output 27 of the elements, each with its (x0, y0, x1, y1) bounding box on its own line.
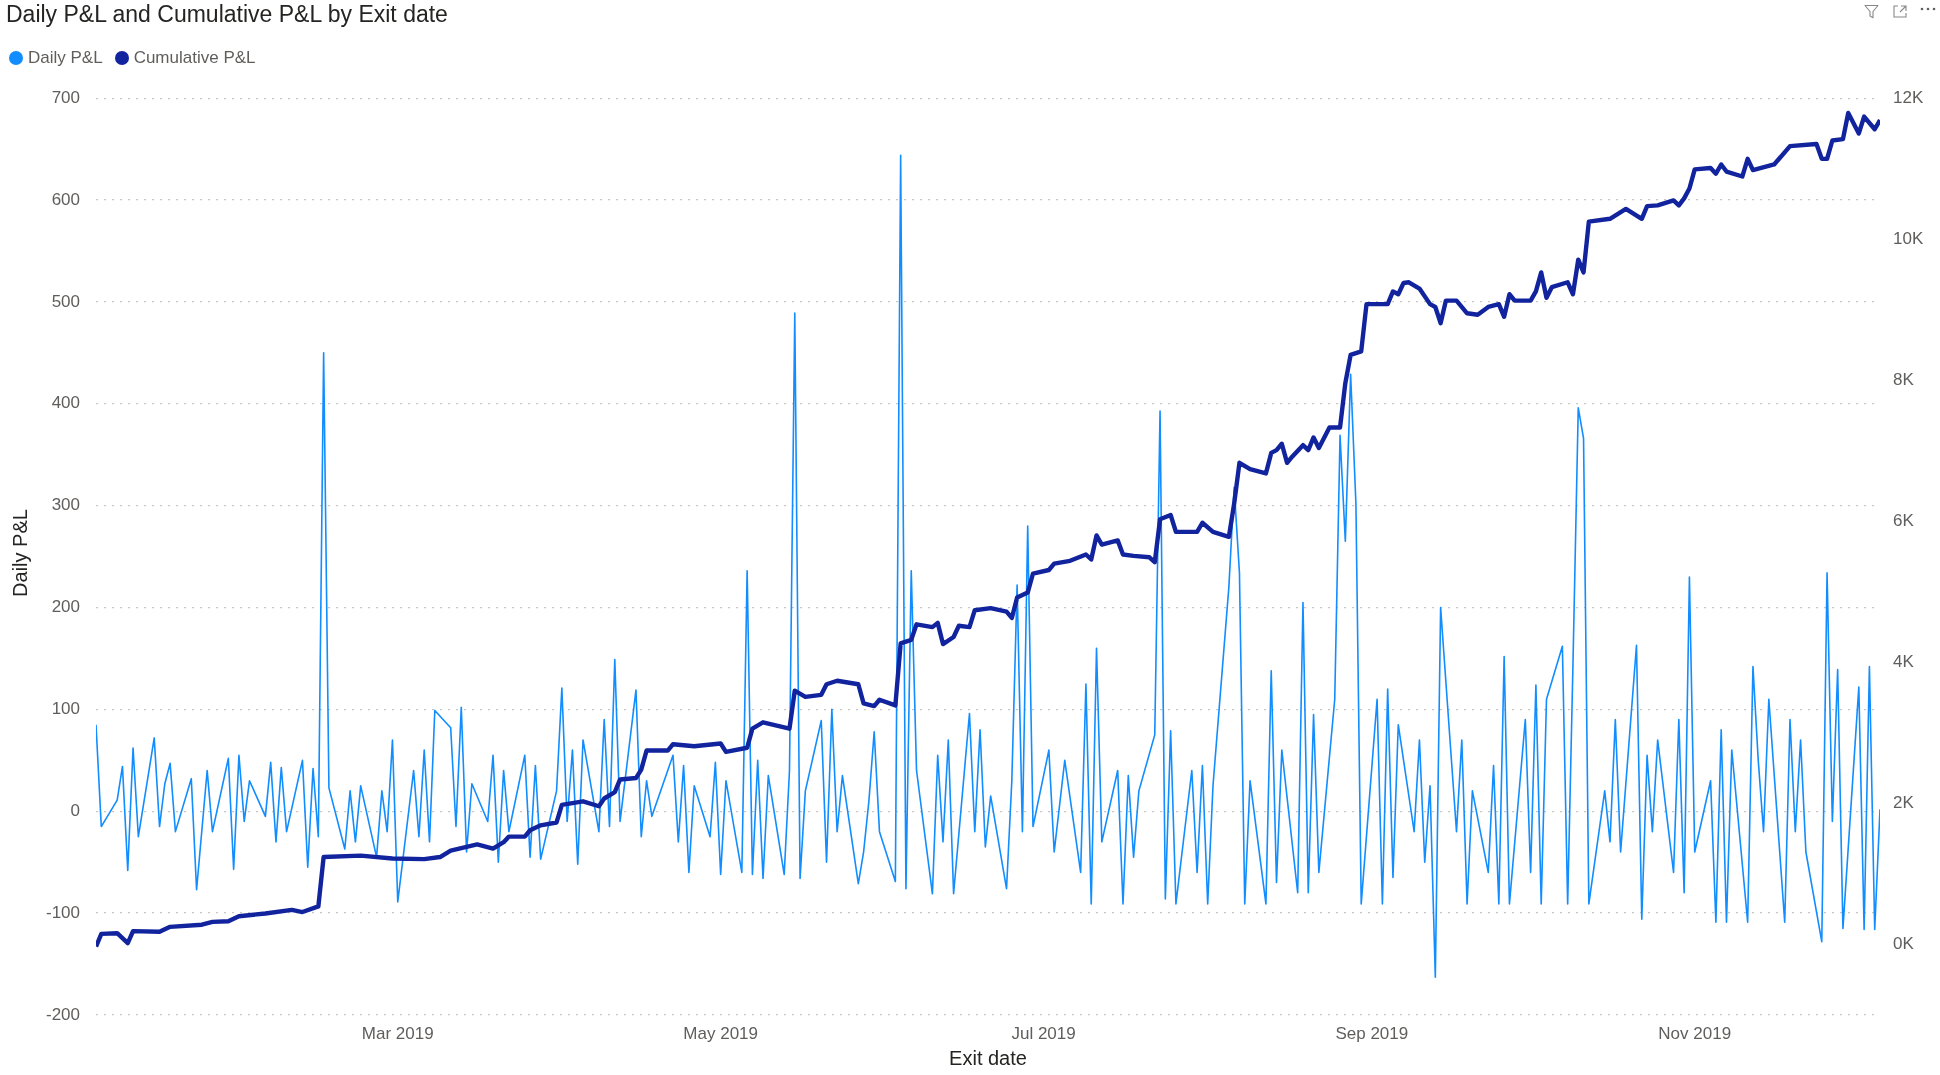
y2-tick-label: 6K (1893, 511, 1915, 531)
y2-tick-label: 10K (1893, 228, 1924, 248)
y-tick-label: 400 (51, 393, 80, 413)
x-tick-label: Nov 2019 (1658, 1023, 1732, 1043)
y-tick-label: 500 (51, 291, 80, 311)
y2-tick-label: 8K (1893, 369, 1915, 389)
chart-title: Daily P&L and Cumulative P&L by Exit date (6, 1, 448, 28)
x-tick-label: Jul 2019 (1011, 1023, 1076, 1043)
y-tick-label: 200 (51, 597, 80, 617)
y-tick-label: 0 (70, 800, 80, 820)
y-tick-label: 600 (51, 189, 80, 209)
y-tick-label: 100 (51, 699, 80, 719)
y2-tick-label: 4K (1893, 652, 1915, 672)
legend-label: Daily P&L (28, 48, 103, 68)
x-axis-title: Exit date (949, 1046, 1027, 1069)
y2-tick-label: 0K (1893, 934, 1915, 954)
x-tick-label: Mar 2019 (361, 1023, 434, 1043)
legend-label: Cumulative P&L (133, 48, 256, 68)
x-tick-label: Sep 2019 (1335, 1023, 1409, 1043)
y-tick-label: -200 (45, 1004, 80, 1024)
y2-tick-label: 2K (1893, 793, 1915, 813)
y-tick-label: 700 (51, 87, 80, 107)
y-tick-label: -100 (45, 902, 80, 922)
y2-tick-label: 12K (1893, 87, 1924, 107)
y-axis-title: Daily P&L (9, 509, 31, 597)
y-tick-label: 300 (51, 495, 80, 515)
x-tick-label: May 2019 (683, 1023, 758, 1043)
